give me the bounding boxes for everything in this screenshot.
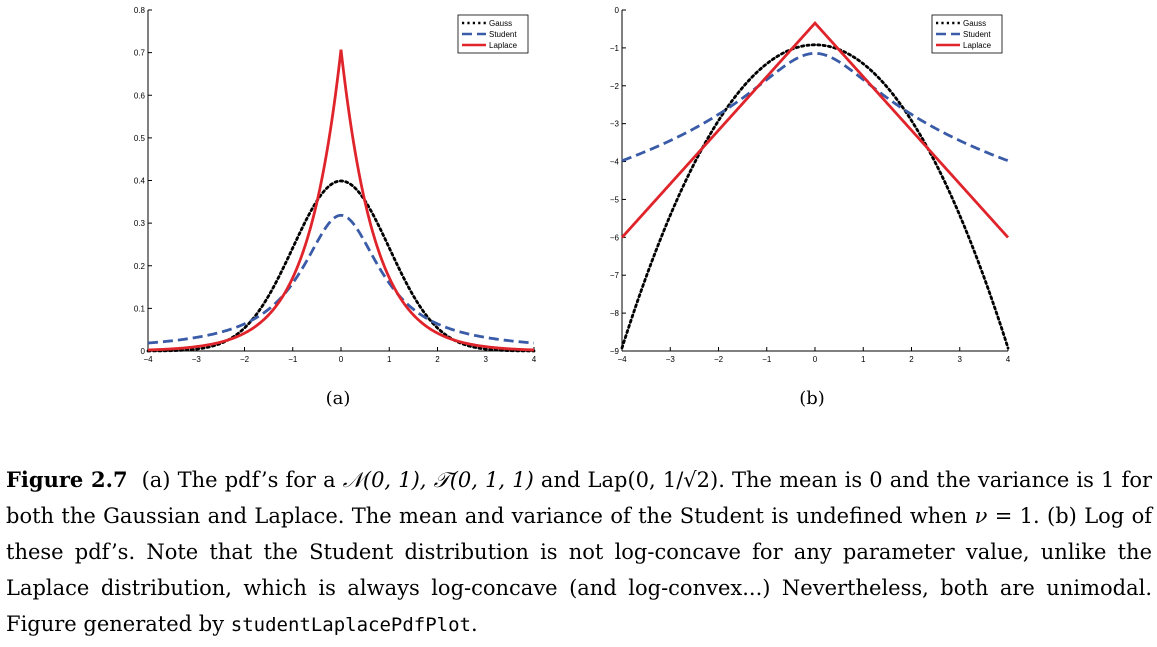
series-line-gauss [620, 43, 1010, 350]
caption-math-1: 𝒩(0, 1), 𝒯(0, 1, 1) [342, 468, 534, 492]
legend-label-student: Student [489, 30, 517, 39]
x-tick-label: −2 [714, 355, 724, 364]
y-tick-label: −2 [610, 82, 620, 91]
x-tick-label: −1 [288, 355, 298, 364]
legend-label-laplace: Laplace [963, 41, 992, 50]
caption-code: studentLaplacePdfPlot [230, 614, 471, 636]
legend-label-gauss: Gauss [963, 19, 986, 28]
x-tick-label: 1 [861, 355, 866, 364]
y-tick-label: −4 [610, 158, 620, 167]
caption-text-2: and Lap(0, 1/√2). The mean is 0 and the … [6, 468, 1153, 528]
figure-caption: Figure 2.7 (a) The pdf’s for a 𝒩(0, 1), 𝒯… [6, 462, 1152, 643]
legend-label-student: Student [963, 30, 991, 39]
subfigure-label: (a) [326, 388, 351, 409]
series-line-laplace [620, 21, 1010, 239]
subfigure-label: (b) [799, 388, 825, 409]
x-tick-label: 0 [813, 355, 818, 364]
x-tick-label: 2 [435, 355, 440, 364]
x-tick-label: −3 [666, 355, 676, 364]
y-tick-label: −7 [610, 271, 620, 280]
y-tick-label: 0 [141, 347, 146, 356]
x-tick-label: 2 [909, 355, 914, 364]
caption-end: . [470, 612, 478, 636]
caption-math-2: ν [974, 504, 988, 528]
panel-a: −4 −3 −2 −1 0 1 2 3 4 0 0.1 0.2 0.3 0.4 0.5 0.6 0.7 0.8 Ga… [134, 6, 537, 409]
x-tick-label: −3 [192, 355, 202, 364]
y-tick-label: 0.4 [134, 177, 146, 186]
y-tick-label: 0.8 [134, 6, 146, 15]
series-line-gauss [146, 179, 536, 353]
series-line-laplace [147, 49, 535, 352]
panel-b: −4 −3 −2 −1 0 1 2 3 4 −9 −8 −7 −6 −5 −4 −3 −2 −1 0 Gauss Stu… [610, 6, 1011, 409]
y-tick-label: −5 [610, 195, 620, 204]
x-tick-label: 1 [387, 355, 392, 364]
y-tick-label: −9 [610, 347, 620, 356]
figure-canvas: −4 −3 −2 −1 0 1 2 3 4 0 0.1 0.2 0.3 0.4 0.5 0.6 0.7 0.8 Ga… [134, 6, 1011, 409]
x-tick-label: −1 [762, 355, 772, 364]
caption-label: Figure 2.7 [6, 467, 128, 492]
y-tick-label: −3 [610, 120, 620, 129]
legend-label-laplace: Laplace [489, 41, 518, 50]
x-tick-label: −2 [240, 355, 250, 364]
y-tick-label: 0.6 [134, 91, 146, 100]
legend-label-gauss: Gauss [489, 19, 512, 28]
caption-text-3: = 1. (b) Log of these pdf’s. Note that t… [6, 504, 1152, 636]
y-tick-label: 0 [615, 6, 620, 15]
y-tick-label: −6 [610, 233, 620, 242]
x-tick-label: 4 [1006, 355, 1011, 364]
x-tick-label: 0 [339, 355, 344, 364]
y-tick-label: −8 [610, 309, 620, 318]
y-tick-label: 0.1 [134, 304, 146, 313]
x-tick-label: 3 [484, 355, 489, 364]
y-tick-label: 0.5 [134, 134, 146, 143]
series-line-student [147, 213, 535, 345]
caption-text-1: (a) The pdf’s for a [141, 468, 343, 492]
y-tick-label: 0.7 [134, 49, 146, 58]
x-tick-label: −4 [143, 355, 153, 364]
y-tick-label: 0.2 [134, 262, 146, 271]
x-tick-label: 3 [958, 355, 963, 364]
y-tick-label: −1 [610, 44, 620, 53]
y-tick-label: 0.3 [134, 219, 146, 228]
x-tick-label: −4 [617, 355, 627, 364]
x-tick-label: 4 [532, 355, 537, 364]
series-line-student [621, 51, 1009, 163]
